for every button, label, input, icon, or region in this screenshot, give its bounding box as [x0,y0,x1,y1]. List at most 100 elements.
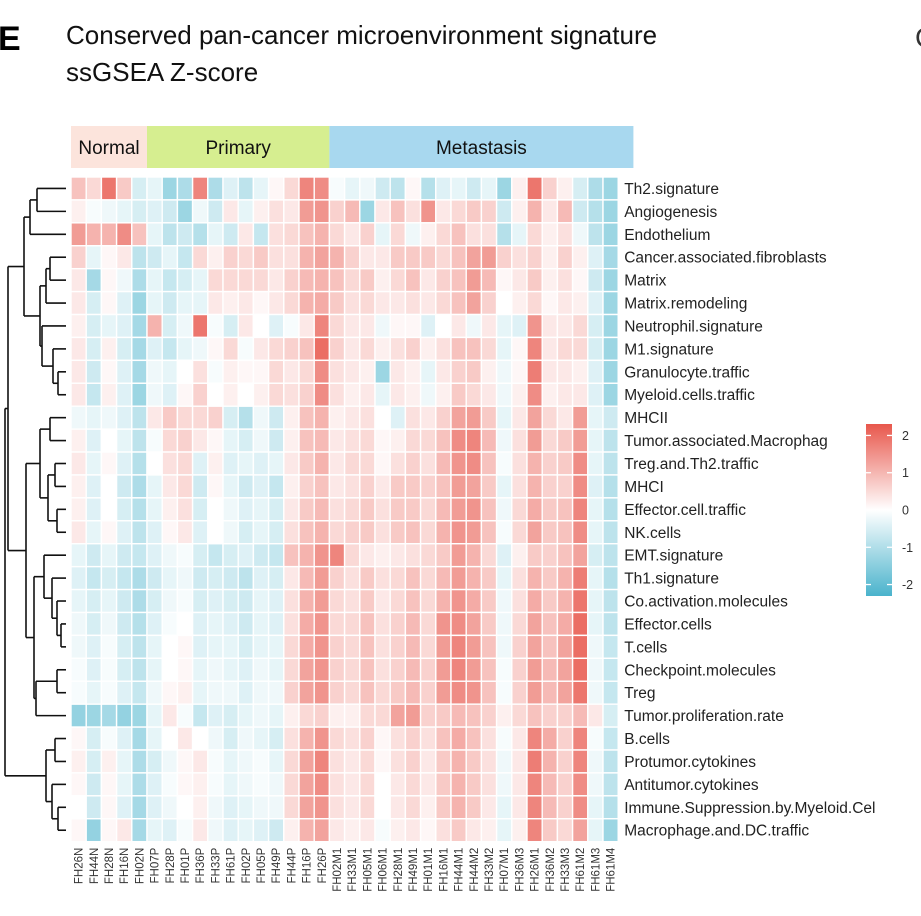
heatmap-cell [374,543,391,568]
heatmap-cell [556,199,574,224]
heatmap-cell [587,336,604,362]
heatmap-cell [115,726,133,751]
heatmap-cell [602,222,619,247]
heatmap-cell [480,313,498,339]
heatmap-cell [404,267,422,293]
heatmap-cell [146,520,163,545]
column-label: FH01M1 [423,848,435,892]
heatmap-cell [571,382,589,407]
heatmap-cell [526,336,543,362]
heatmap-cell [267,382,285,407]
row-label: Antitumor.cytokines [624,777,759,794]
heatmap-cell [70,199,87,224]
heatmap-cell [556,405,574,430]
heatmap-cell [465,657,483,682]
heatmap-cell [541,313,559,339]
row-label: Effector.cell.traffic [624,502,746,519]
heatmap-cell [131,749,148,774]
heatmap-cell [541,336,559,362]
heatmap-cell [450,611,467,637]
heatmap-cell [70,474,87,499]
heatmap-cell [571,703,589,728]
heatmap-cell [176,405,194,430]
heatmap-cell [283,428,300,453]
heatmap-cell [85,245,103,270]
heatmap-cell [511,382,528,407]
heatmap-cell [222,657,239,682]
heatmap-cell [161,199,179,224]
heatmap-cell [526,222,543,247]
heatmap-cell [70,726,87,751]
legend-tick-label: 0 [902,504,909,518]
heatmap-cell [252,543,270,568]
column-label: FH07P [150,847,162,883]
row-label: Checkpoint.molecules [624,662,776,679]
heatmap-cell [602,795,619,820]
heatmap-cell [419,267,437,293]
heatmap-cell [450,382,467,407]
heatmap-cell [359,543,376,568]
heatmap-cell [602,565,619,591]
heatmap-cell [359,359,376,384]
heatmap-cell [587,543,604,568]
heatmap-cell [587,588,604,614]
heatmap-cell [571,588,589,614]
heatmap-cell [70,818,87,843]
heatmap-cell [587,267,604,293]
heatmap-cell [207,290,224,316]
heatmap-cell [435,290,452,316]
heatmap-cell [602,634,619,660]
heatmap-cell [343,818,361,843]
heatmap-cell [480,565,498,591]
heatmap-cell [571,313,589,339]
heatmap-cell [435,749,452,774]
heatmap-cell [267,703,285,728]
heatmap-cell [115,245,133,270]
heatmap-cell [131,657,148,682]
heatmap-cell [298,520,315,545]
heatmap-cell [435,451,452,476]
heatmap-cell [298,222,315,247]
heatmap-cell [450,543,467,568]
heatmap-cell [404,474,422,499]
heatmap-cell [146,382,163,407]
heatmap-cell [389,543,407,568]
heatmap-cell [435,703,452,728]
heatmap-cell [222,772,239,797]
row-label: Treg.and.Th2.traffic [624,456,759,473]
heatmap-cell [359,245,376,270]
heatmap-cell [222,336,239,362]
column-label: FH02P [241,847,253,883]
heatmap-cell [435,428,452,453]
heatmap-cell [359,520,376,545]
heatmap-cell [328,267,346,293]
heatmap-cell [465,543,483,568]
heatmap-cell [283,772,300,797]
heatmap-cell [146,634,163,660]
heatmap-cell [328,680,346,705]
heatmap-cell [465,451,483,476]
heatmap-cell [237,176,255,201]
heatmap-cell [587,176,604,201]
heatmap-cell [85,565,103,591]
heatmap-cell [70,359,87,384]
heatmap-cell [85,749,103,774]
heatmap-cell [511,199,528,224]
heatmap-cell [115,795,133,820]
heatmap-cell [435,359,452,384]
heatmap-cell [419,428,437,453]
heatmap-cell [450,772,467,797]
heatmap-cell [176,382,194,407]
heatmap-cell [146,245,163,270]
heatmap-cell [511,336,528,362]
heatmap-cell [389,222,407,247]
heatmap-cell [176,474,194,499]
heatmap-cell [283,245,300,270]
group-label-metastasis: Metastasis [436,138,527,159]
heatmap-cell [161,565,179,591]
heatmap-cell [146,543,163,568]
heatmap-cell [237,703,255,728]
heatmap-cell [267,199,285,224]
heatmap-cell [191,680,209,705]
heatmap-cell [480,611,498,637]
